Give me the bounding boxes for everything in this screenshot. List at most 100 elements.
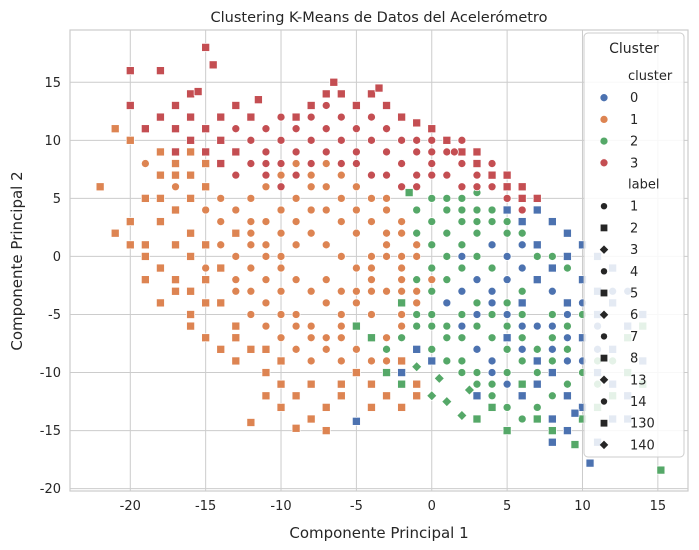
point-cluster-3-67 bbox=[246, 112, 256, 122]
point-cluster-1-94 bbox=[246, 194, 256, 203]
point-cluster-3-72 bbox=[352, 159, 361, 168]
point-cluster-1-42 bbox=[125, 240, 135, 250]
point-cluster-1-10 bbox=[246, 240, 256, 250]
point-cluster-1-26 bbox=[367, 194, 376, 203]
point-cluster-1-24 bbox=[397, 228, 406, 238]
point-cluster-2-57 bbox=[570, 440, 580, 449]
point-cluster-2-61 bbox=[472, 414, 482, 424]
point-cluster-0-50 bbox=[502, 252, 512, 261]
point-cluster-1-28 bbox=[336, 170, 346, 180]
point-cluster-1-100 bbox=[156, 147, 165, 157]
point-cluster-2-101 bbox=[547, 426, 557, 435]
point-cluster-1-39 bbox=[171, 275, 180, 285]
point-cluster-3-55 bbox=[367, 89, 376, 99]
point-cluster-2-79 bbox=[487, 310, 497, 319]
point-cluster-2-27 bbox=[502, 228, 512, 238]
point-cluster-0-60 bbox=[563, 310, 572, 319]
point-cluster-3-0 bbox=[125, 66, 135, 75]
point-cluster-3-77 bbox=[427, 170, 437, 180]
point-cluster-3-43 bbox=[216, 135, 226, 145]
point-cluster-1-164 bbox=[367, 286, 376, 296]
legend-label-5: 6 bbox=[630, 308, 638, 323]
point-cluster-1-172 bbox=[156, 194, 165, 203]
point-cluster-3-41 bbox=[472, 182, 482, 192]
point-cluster-2-58 bbox=[456, 410, 468, 422]
point-cluster-2-92 bbox=[547, 252, 557, 261]
point-cluster-3-33 bbox=[352, 147, 361, 157]
point-cluster-2-18 bbox=[457, 263, 467, 273]
point-cluster-2-105 bbox=[433, 372, 445, 384]
point-cluster-1-165 bbox=[261, 344, 271, 354]
point-cluster-0-52 bbox=[547, 286, 557, 296]
point-cluster-1-126 bbox=[382, 194, 391, 203]
point-cluster-2-30 bbox=[427, 310, 437, 319]
legend-label-marker-3 bbox=[600, 268, 608, 275]
point-cluster-3-26 bbox=[517, 205, 527, 215]
point-cluster-1-80 bbox=[367, 356, 376, 366]
point-cluster-0-2 bbox=[532, 275, 542, 285]
point-cluster-0-51 bbox=[517, 240, 527, 250]
point-cluster-0-41 bbox=[547, 344, 557, 354]
point-cluster-3-8 bbox=[246, 135, 256, 145]
point-cluster-1-137 bbox=[336, 286, 346, 296]
legend-label-11: 140 bbox=[630, 438, 655, 453]
point-cluster-0-1 bbox=[517, 298, 527, 308]
point-cluster-3-91 bbox=[374, 83, 384, 93]
point-cluster-1-0 bbox=[95, 182, 105, 192]
point-cluster-2-17 bbox=[442, 252, 452, 261]
point-cluster-0-4 bbox=[502, 333, 512, 343]
point-cluster-2-12 bbox=[472, 252, 482, 261]
point-cluster-1-30 bbox=[306, 182, 316, 192]
legend-style-title: label bbox=[628, 178, 659, 193]
point-cluster-2-71 bbox=[457, 310, 467, 319]
point-cluster-0-19 bbox=[502, 310, 512, 319]
point-cluster-2-80 bbox=[502, 298, 512, 308]
point-cluster-2-95 bbox=[404, 188, 414, 197]
point-cluster-3-1 bbox=[156, 66, 165, 75]
point-cluster-1-157 bbox=[367, 252, 376, 261]
point-cluster-2-29 bbox=[532, 252, 542, 261]
point-cluster-2-73 bbox=[427, 286, 437, 296]
point-cluster-1-105 bbox=[156, 298, 165, 308]
legend-title: Cluster bbox=[609, 41, 659, 57]
point-cluster-3-9 bbox=[261, 147, 271, 157]
point-cluster-3-63 bbox=[487, 170, 497, 180]
point-cluster-1-1 bbox=[110, 124, 120, 134]
point-cluster-2-76 bbox=[442, 275, 452, 285]
point-cluster-0-7 bbox=[532, 240, 542, 250]
point-cluster-1-135 bbox=[306, 321, 316, 331]
point-cluster-0-26 bbox=[563, 252, 572, 261]
point-cluster-1-143 bbox=[336, 217, 346, 226]
x-tick-label-3: -5 bbox=[350, 499, 363, 514]
point-cluster-0-22 bbox=[487, 240, 497, 250]
point-cluster-3-19 bbox=[412, 147, 422, 157]
point-cluster-1-41 bbox=[141, 252, 150, 261]
point-cluster-1-64 bbox=[336, 252, 346, 261]
point-cluster-1-37 bbox=[201, 275, 211, 285]
point-cluster-2-74 bbox=[412, 275, 422, 285]
point-cluster-1-91 bbox=[291, 159, 301, 168]
point-cluster-2-84 bbox=[563, 321, 572, 331]
point-cluster-1-60 bbox=[412, 379, 422, 389]
legend-cluster-marker-0 bbox=[599, 93, 609, 103]
point-cluster-2-44 bbox=[472, 379, 482, 389]
point-cluster-2-65 bbox=[547, 356, 557, 366]
point-cluster-1-47 bbox=[216, 298, 226, 308]
point-cluster-1-115 bbox=[336, 379, 346, 389]
point-cluster-1-54 bbox=[321, 403, 331, 412]
point-cluster-3-39 bbox=[442, 170, 452, 180]
point-cluster-1-108 bbox=[216, 344, 226, 354]
point-cluster-1-110 bbox=[261, 391, 271, 401]
point-cluster-1-53 bbox=[306, 414, 316, 424]
point-cluster-1-99 bbox=[171, 159, 180, 168]
point-cluster-1-102 bbox=[125, 217, 135, 226]
point-cluster-1-4 bbox=[156, 170, 165, 180]
point-cluster-1-34 bbox=[246, 228, 256, 238]
point-cluster-2-70 bbox=[472, 321, 482, 331]
point-cluster-2-115 bbox=[427, 321, 437, 331]
point-cluster-1-89 bbox=[321, 182, 331, 192]
point-cluster-1-117 bbox=[412, 391, 422, 401]
point-cluster-0-77 bbox=[472, 391, 482, 401]
point-cluster-3-81 bbox=[261, 170, 271, 180]
point-cluster-3-21 bbox=[442, 147, 452, 157]
